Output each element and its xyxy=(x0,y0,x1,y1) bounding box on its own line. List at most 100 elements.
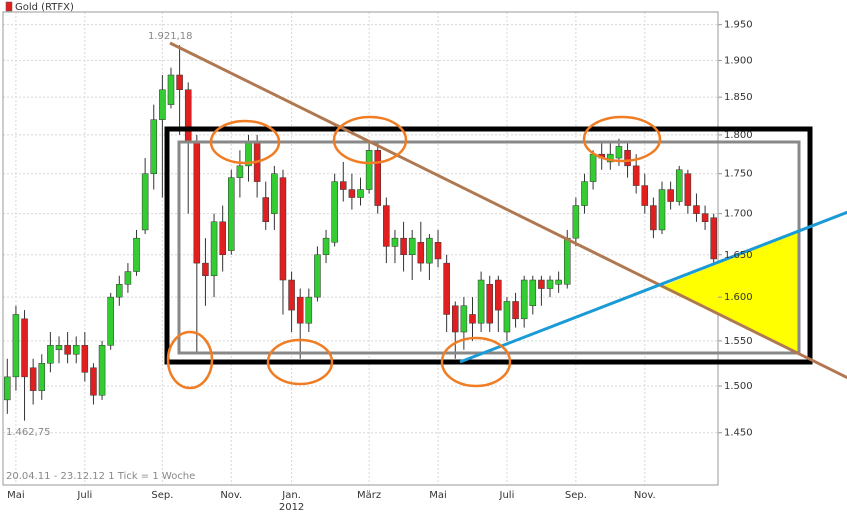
candle-body xyxy=(184,89,192,143)
min-label: 1.462,75 xyxy=(6,427,51,438)
candle-body xyxy=(29,367,37,391)
candle-body xyxy=(98,345,106,396)
candle-body xyxy=(90,367,97,396)
candle-body xyxy=(38,363,46,391)
marker-ellipse xyxy=(209,119,281,165)
candle-body xyxy=(322,237,330,256)
x-tick-label: Mai xyxy=(7,490,25,501)
y-tick-label: 1.550 xyxy=(724,336,753,347)
candle-body xyxy=(495,279,502,311)
plot-frame xyxy=(2,11,719,486)
candle-body xyxy=(400,237,407,256)
candle-body xyxy=(116,284,123,298)
marker-ellipse xyxy=(166,330,214,390)
candle-body xyxy=(331,181,338,243)
x-tick-label: Jan. xyxy=(281,490,301,501)
downtrend-line xyxy=(169,41,847,380)
y-tick-label: 1.600 xyxy=(724,292,753,303)
marker-ellipse xyxy=(440,336,512,388)
candle-body xyxy=(658,189,666,231)
candle-body xyxy=(520,279,528,320)
candle-body xyxy=(124,271,132,285)
candle-body xyxy=(451,305,459,333)
candle-body xyxy=(279,177,287,281)
candle-body xyxy=(133,237,140,272)
y-tick-label: 1.750 xyxy=(724,169,753,180)
candle-body xyxy=(305,296,313,324)
candle-body xyxy=(589,153,597,182)
candle-body xyxy=(81,345,89,373)
candle-body xyxy=(391,237,399,247)
candle-body xyxy=(503,301,511,333)
candle-body xyxy=(572,205,580,239)
candle-body xyxy=(624,150,631,167)
candle-body xyxy=(641,185,649,206)
candle-body xyxy=(64,345,71,355)
uptrend-line xyxy=(459,210,847,364)
candle-body xyxy=(469,314,476,324)
x-tick-label: Nov. xyxy=(634,490,656,501)
candle-body xyxy=(374,150,381,206)
candle-body xyxy=(288,279,295,311)
candle-body xyxy=(538,279,545,289)
candle-body xyxy=(365,150,373,190)
x-tick-label: Sep. xyxy=(151,490,173,501)
marker-ellipse xyxy=(582,115,662,163)
candle-body xyxy=(4,376,11,401)
candle-body xyxy=(193,142,201,264)
candle-body xyxy=(262,197,270,223)
candle-body xyxy=(47,345,54,364)
candle-body xyxy=(55,345,63,351)
x-tick-label: Juli xyxy=(76,490,92,501)
x-tick-label: Sep. xyxy=(565,490,587,501)
candle-body xyxy=(477,279,485,324)
overlays xyxy=(164,41,847,390)
candle-body xyxy=(529,279,537,307)
year-label: 2012 xyxy=(279,502,304,513)
candle-body xyxy=(314,254,321,298)
y-tick-label: 1.800 xyxy=(724,130,753,141)
candle-body xyxy=(546,279,554,289)
max-label: 1.921,18 xyxy=(148,31,193,42)
candle-body xyxy=(219,221,226,256)
candle-body xyxy=(176,74,183,90)
candle-body xyxy=(486,284,493,324)
candle-body xyxy=(72,345,80,355)
candle-body xyxy=(210,221,218,277)
range-note: 20.04.11 - 23.12.12 1 Tick = 1 Woche xyxy=(6,471,195,482)
candle-body xyxy=(12,314,20,378)
marker-ellipse xyxy=(332,115,408,165)
candle-body xyxy=(296,296,304,324)
marker-ellipse xyxy=(266,338,334,386)
y-tick-label: 1.700 xyxy=(724,209,753,220)
candle-body xyxy=(236,165,244,178)
candle-body xyxy=(443,262,450,315)
y-tick-label: 1.500 xyxy=(724,381,753,392)
y-tick-label: 1.650 xyxy=(724,250,753,261)
candle-body xyxy=(581,181,588,206)
x-tick-label: Mai xyxy=(429,490,447,501)
candle-body xyxy=(417,242,425,264)
candle-body xyxy=(512,301,519,320)
legend-label: Gold (RTFX) xyxy=(15,2,74,13)
candle-body xyxy=(615,146,623,159)
candle-body xyxy=(408,237,416,256)
x-tick-label: Nov. xyxy=(220,490,242,501)
candle-body xyxy=(684,173,692,206)
candle-body xyxy=(383,205,390,247)
candle-body xyxy=(167,74,175,105)
candle-body xyxy=(650,205,657,231)
y-tick-label: 1.850 xyxy=(724,92,753,103)
y-tick-label: 1.450 xyxy=(724,428,753,439)
candle-body xyxy=(701,213,709,223)
x-tick-label: Juli xyxy=(499,490,515,501)
legend-swatch xyxy=(5,1,13,12)
candle-body xyxy=(555,279,562,285)
candle-body xyxy=(563,237,571,285)
candle-body xyxy=(107,296,114,346)
candle-body xyxy=(21,318,28,378)
candle-body xyxy=(426,237,433,264)
candle-body xyxy=(202,262,209,277)
candle-body xyxy=(271,173,278,214)
candle-body xyxy=(434,242,442,260)
